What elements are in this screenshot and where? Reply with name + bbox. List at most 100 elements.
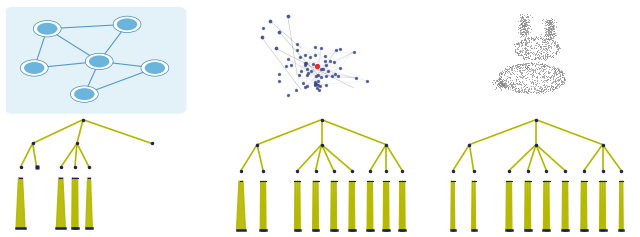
Point	[545, 22, 556, 26]
Point	[523, 25, 533, 29]
Point	[547, 20, 557, 24]
Point	[540, 34, 550, 38]
Point	[534, 91, 545, 94]
Point	[545, 29, 556, 33]
Point	[547, 33, 557, 37]
Point	[550, 33, 561, 36]
Point	[543, 77, 553, 80]
Point	[546, 85, 556, 88]
Point	[292, 48, 302, 52]
Point	[551, 25, 561, 29]
Point	[320, 59, 330, 63]
Point	[498, 83, 508, 87]
Point	[553, 42, 563, 46]
Point	[520, 41, 531, 45]
Point	[497, 79, 508, 83]
Point	[510, 69, 520, 73]
Polygon shape	[317, 181, 319, 230]
Point	[550, 80, 561, 83]
Point	[509, 84, 520, 88]
Point	[305, 55, 316, 59]
Point	[511, 89, 521, 93]
Polygon shape	[56, 178, 65, 228]
Point	[492, 79, 502, 82]
Point	[524, 67, 534, 71]
Point	[558, 75, 568, 79]
Point	[516, 41, 526, 44]
Point	[552, 73, 562, 77]
Polygon shape	[237, 181, 245, 230]
Point	[525, 69, 536, 73]
Point	[506, 67, 516, 71]
Point	[552, 83, 562, 87]
Point	[542, 55, 552, 58]
Point	[540, 33, 550, 37]
Point	[534, 66, 544, 69]
Point	[542, 80, 552, 84]
Point	[538, 89, 548, 93]
Point	[549, 31, 559, 35]
Point	[547, 27, 557, 30]
Point	[548, 65, 559, 69]
Point	[540, 87, 550, 91]
Point	[505, 82, 515, 86]
Point	[522, 65, 532, 69]
Point	[534, 43, 544, 46]
Point	[502, 75, 513, 79]
Point	[547, 19, 557, 23]
Point	[527, 61, 538, 65]
Point	[516, 68, 527, 72]
Point	[524, 18, 534, 22]
Point	[502, 83, 513, 87]
Point	[502, 74, 512, 78]
Point	[540, 55, 550, 59]
Polygon shape	[383, 181, 385, 230]
Point	[518, 27, 528, 31]
Point	[499, 82, 509, 86]
Point	[533, 56, 543, 60]
Point	[497, 78, 508, 82]
Point	[516, 28, 526, 32]
Point	[532, 74, 543, 78]
Point	[522, 48, 532, 52]
Point	[545, 19, 555, 23]
Point	[497, 83, 507, 87]
Point	[493, 73, 504, 77]
Point	[541, 37, 552, 41]
Point	[554, 71, 564, 74]
Point	[504, 76, 515, 80]
Point	[535, 47, 545, 51]
Point	[543, 43, 554, 47]
Point	[541, 27, 551, 31]
Point	[534, 70, 545, 73]
Point	[494, 85, 504, 89]
Point	[543, 23, 553, 27]
Point	[550, 72, 561, 76]
Point	[543, 34, 554, 38]
Point	[521, 32, 531, 36]
Point	[555, 70, 565, 74]
Point	[523, 20, 533, 24]
Point	[527, 36, 538, 40]
Point	[536, 55, 546, 58]
Point	[555, 74, 565, 78]
Point	[535, 62, 545, 66]
Point	[538, 64, 548, 68]
Point	[543, 71, 554, 74]
Point	[545, 32, 555, 36]
Point	[546, 27, 556, 30]
Point	[504, 65, 515, 68]
Point	[335, 47, 346, 51]
Point	[559, 77, 569, 81]
Point	[541, 33, 552, 37]
Point	[548, 25, 558, 28]
Point	[519, 57, 529, 60]
Point	[508, 88, 518, 92]
Point	[493, 81, 504, 85]
Point	[548, 55, 558, 59]
Point	[530, 84, 540, 88]
Point	[546, 24, 556, 28]
Point	[498, 77, 508, 81]
Point	[506, 80, 516, 84]
Point	[532, 76, 542, 80]
